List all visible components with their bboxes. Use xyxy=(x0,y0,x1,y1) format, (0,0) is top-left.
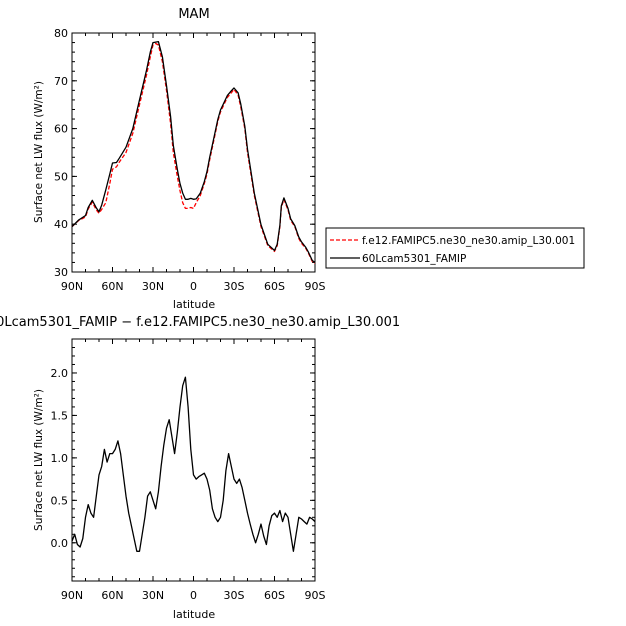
bottom-y-tick-label: 0.0 xyxy=(51,537,69,550)
bottom-x-tick-label: 90N xyxy=(61,589,83,602)
legend-label-series-2: 60Lcam5301_FAMIP xyxy=(362,253,466,265)
bottom-x-tick-label: 0 xyxy=(190,589,197,602)
top-x-tick-label: 90S xyxy=(305,280,326,293)
bottom-y-tick-label: 0.5 xyxy=(51,494,69,507)
top-x-axis: 90N 60N 30N 0 30S 60S 90S xyxy=(61,33,326,293)
top-y-tick-label: 30 xyxy=(54,266,68,279)
top-x-tick-label: 30S xyxy=(224,280,245,293)
top-x-tick-label: 30N xyxy=(142,280,164,293)
bottom-x-axis: 90N 60N 30N 0 30S 60S 90S xyxy=(61,339,326,602)
bottom-x-axis-label: latitude xyxy=(173,608,215,621)
legend-label-series-1: f.e12.FAMIPC5.ne30_ne30.amip_L30.001 xyxy=(362,235,575,247)
top-x-tick-label: 90N xyxy=(61,280,83,293)
bottom-y-tick-label: 2.0 xyxy=(51,367,69,380)
bottom-x-tick-label: 30N xyxy=(142,589,164,602)
bottom-y-axis-label: Surface net LW flux (W/m²) xyxy=(33,389,45,531)
top-y-tick-label: 50 xyxy=(54,170,68,183)
top-y-tick-label: 60 xyxy=(54,123,68,136)
bottom-plot-frame xyxy=(71,338,316,582)
bottom-chart-title: 60Lcam5301_FAMIP − f.e12.FAMIPC5.ne30_ne… xyxy=(0,315,400,330)
top-x-tick-label: 0 xyxy=(190,280,197,293)
top-x-axis-label: latitude xyxy=(173,298,215,311)
top-y-tick-label: 80 xyxy=(54,27,68,40)
bottom-x-tick-label: 30S xyxy=(224,589,245,602)
bottom-panel: 60Lcam5301_FAMIP − f.e12.FAMIPC5.ne30_ne… xyxy=(0,315,400,621)
top-x-tick-label: 60S xyxy=(264,280,285,293)
bottom-series-1-line xyxy=(71,376,316,552)
top-y-tick-label: 70 xyxy=(54,75,68,88)
top-y-tick-label: 40 xyxy=(54,218,68,231)
legend-box xyxy=(325,227,585,269)
bottom-x-tick-label: 90S xyxy=(305,589,326,602)
legend: f.e12.FAMIPC5.ne30_ne30.amip_L30.001 60L… xyxy=(325,227,585,269)
bottom-series-group xyxy=(71,376,316,552)
bottom-y-axis: 0.0 0.5 1.0 1.5 2.0 xyxy=(51,338,315,578)
top-y-axis: 30 40 50 60 70 80 xyxy=(54,27,315,279)
top-series-2-line xyxy=(71,40,316,263)
bottom-x-tick-label: 60N xyxy=(101,589,123,602)
top-x-tick-label: 60N xyxy=(101,280,123,293)
top-series-group xyxy=(71,40,316,264)
top-y-axis-label: Surface net LW flux (W/m²) xyxy=(33,81,45,223)
bottom-y-tick-label: 1.0 xyxy=(51,452,69,465)
top-panel: MAM 30 40 50 60 70 80 90N 60N 30N 0 30S 60S 90S lat… xyxy=(33,7,326,311)
bottom-y-tick-label: 1.5 xyxy=(51,409,69,422)
bottom-x-tick-label: 60S xyxy=(264,589,285,602)
top-chart-title: MAM xyxy=(178,7,209,22)
